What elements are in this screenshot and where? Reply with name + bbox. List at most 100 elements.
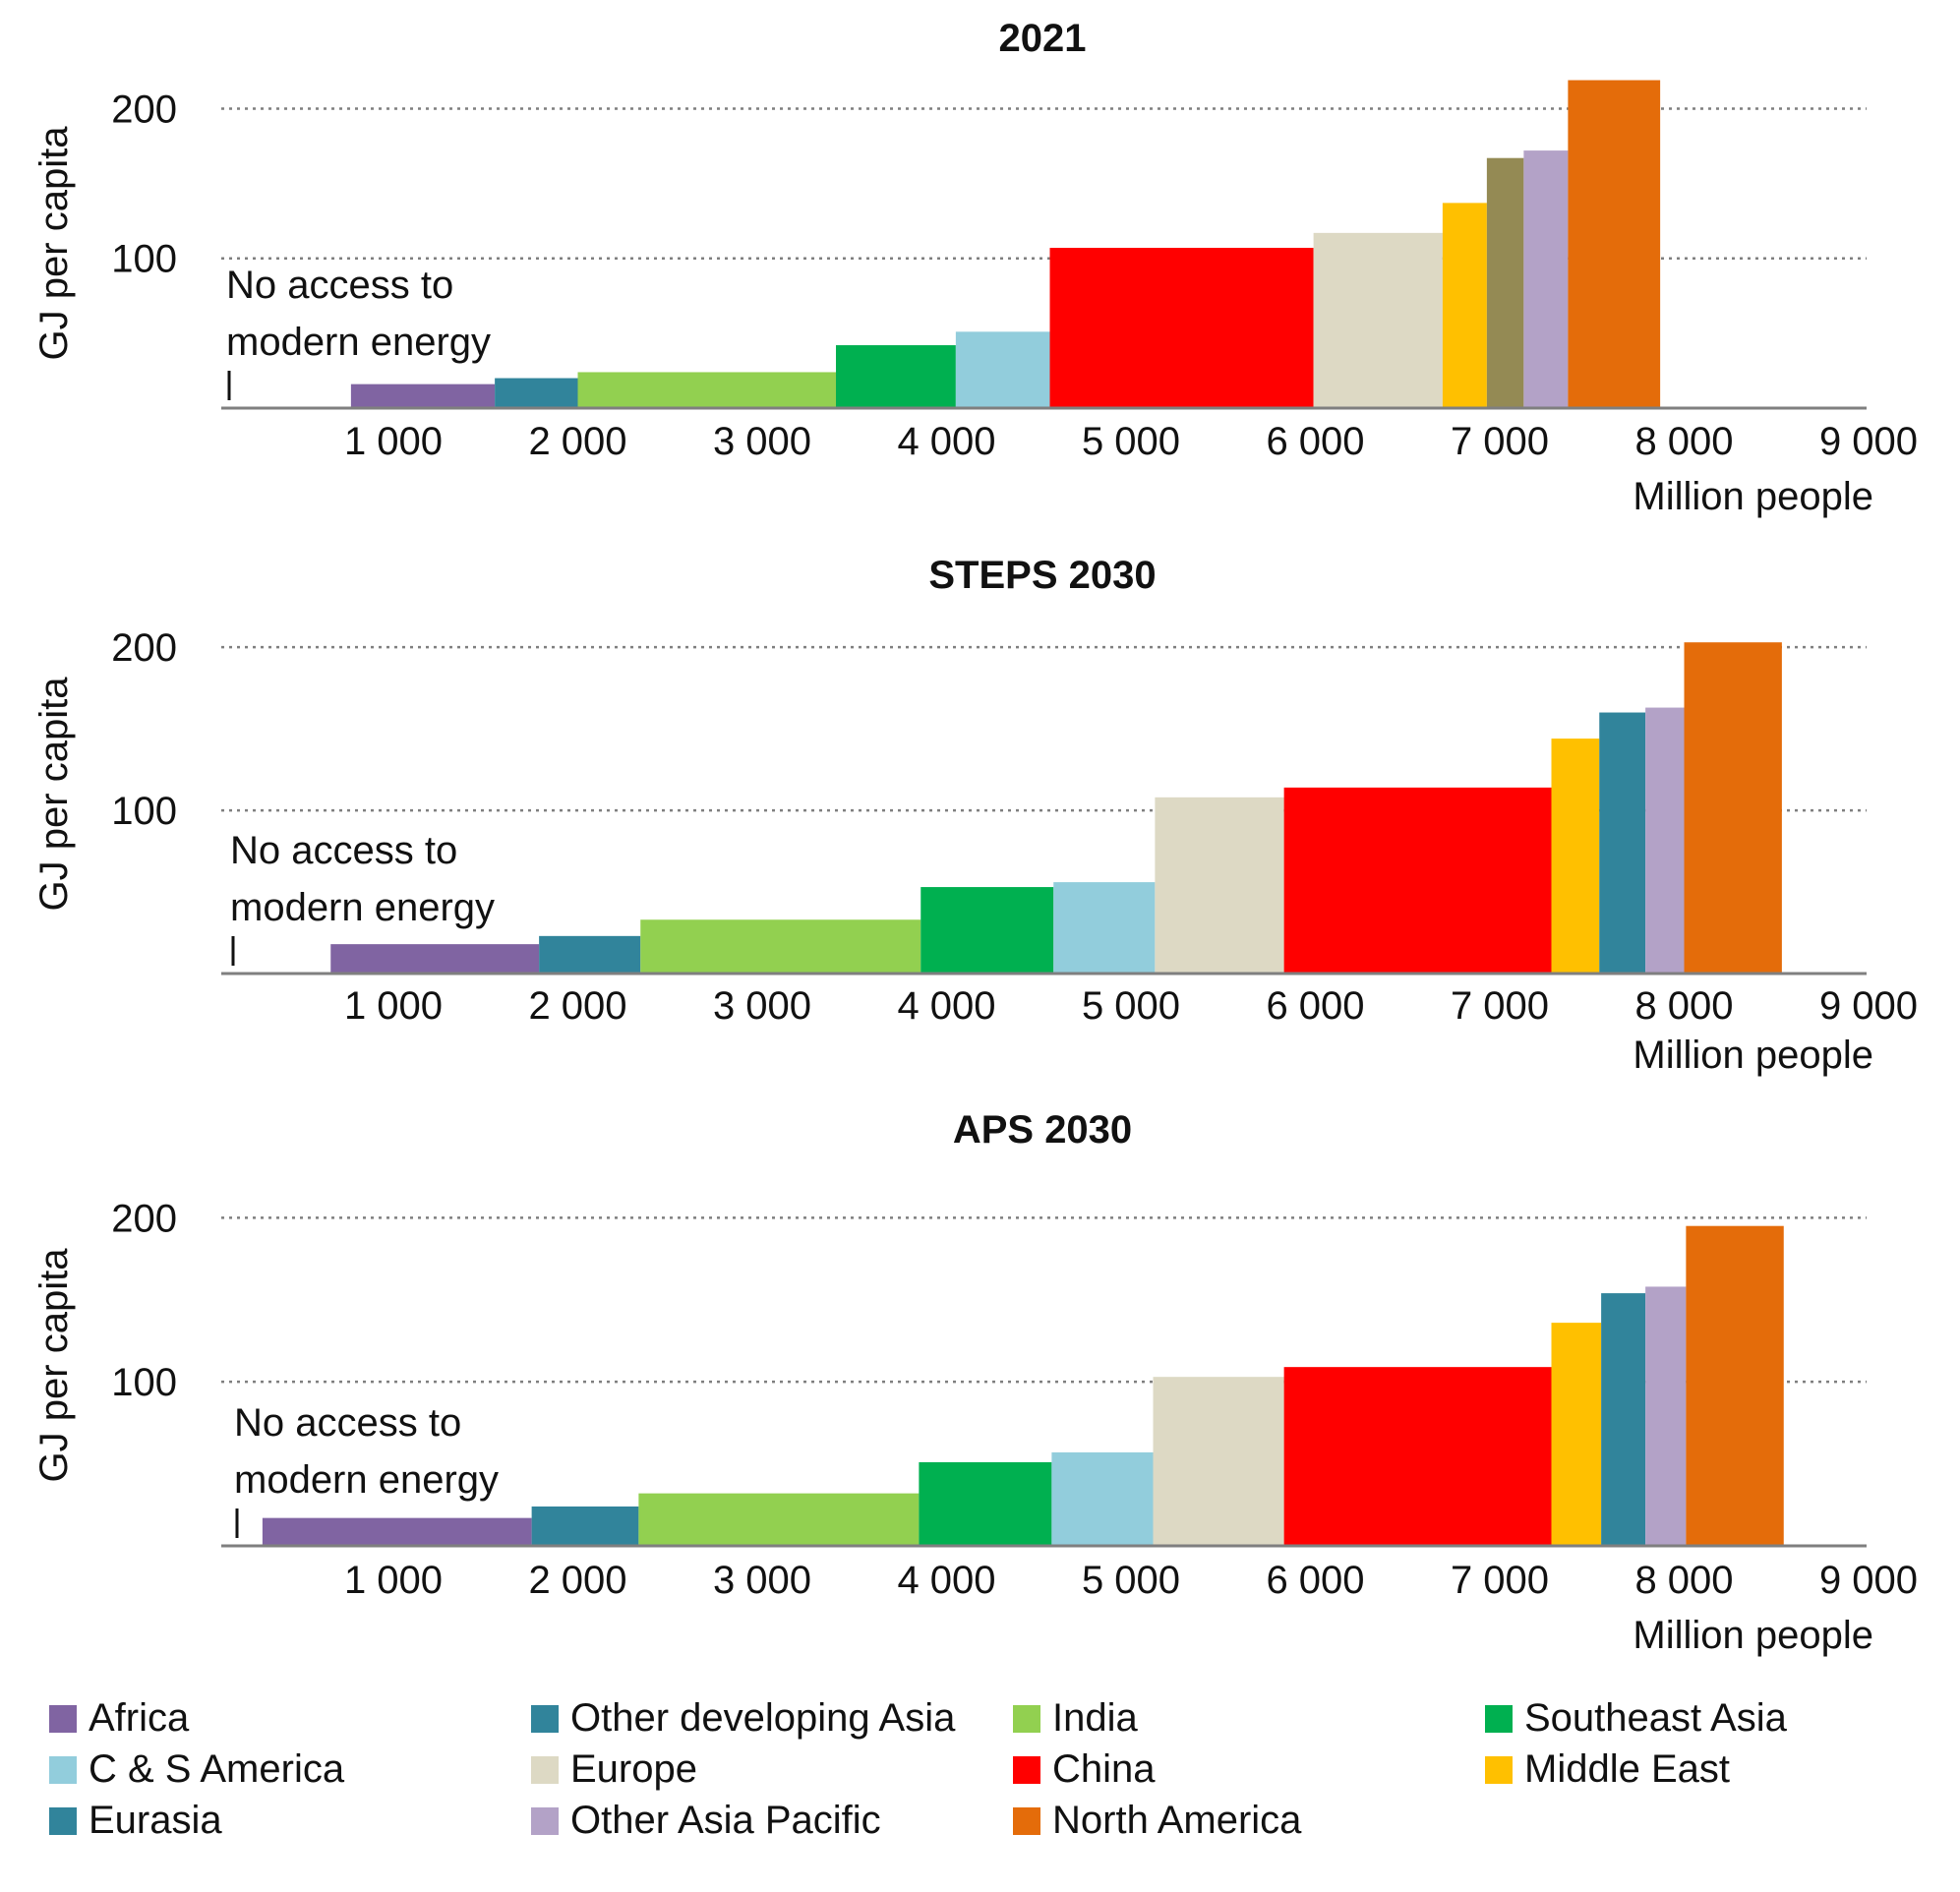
bar-india: [638, 1493, 920, 1546]
chart-panel-1: 100 200 1 000 2 000 3 000 4 000 5 000 6 000 7 00…: [32, 554, 1918, 1077]
legend-label: Other developing Asia: [570, 1696, 956, 1740]
x-tick-label: 3 000: [713, 984, 811, 1028]
bar-china: [1283, 1367, 1552, 1546]
x-tick-label: 2 000: [528, 984, 626, 1028]
legend-item: Eurasia: [49, 1799, 222, 1843]
bar-c-s-america: [1051, 1451, 1154, 1546]
legend-swatch: [531, 1704, 559, 1733]
legend-item: China: [1013, 1747, 1156, 1792]
bar-north-america: [1686, 1225, 1784, 1546]
bar-other-developing-asia: [1599, 712, 1646, 974]
bar-north-america: [1684, 642, 1782, 974]
legend-label: China: [1052, 1747, 1156, 1791]
chart-panel-2: 100 200 1 000 2 000 3 000 4 000 5 000 6 000 7 00…: [32, 1108, 1918, 1657]
bar-southeast-asia: [836, 345, 956, 408]
annotation-line-2: modern energy: [230, 886, 495, 929]
x-axis-label: Million people: [1633, 1034, 1873, 1077]
annotation-line-1: No access to: [230, 829, 457, 872]
x-tick-label: 2 000: [528, 420, 626, 463]
legend-swatch: [531, 1806, 559, 1835]
y-axis-label: GJ per capita: [32, 677, 76, 912]
legend-item: C & S America: [49, 1747, 344, 1792]
legend-item: Southeast Asia: [1485, 1696, 1787, 1741]
legend-item: North America: [1013, 1799, 1301, 1843]
legend-label: India: [1052, 1696, 1138, 1740]
x-tick-label: 3 000: [713, 1559, 811, 1602]
bar-other-developing-asia: [1486, 157, 1524, 408]
bar-other-asia-pacific: [1523, 150, 1569, 408]
x-tick-label: 7 000: [1451, 420, 1549, 463]
x-tick-label: 8 000: [1634, 420, 1733, 463]
legend-swatch: [49, 1806, 77, 1835]
x-tick-label: 9 000: [1819, 420, 1918, 463]
x-tick-label: 1 000: [344, 1559, 443, 1602]
legend-item: India: [1013, 1696, 1138, 1741]
chart-title: APS 2030: [953, 1108, 1132, 1152]
bar-europe: [1313, 232, 1443, 408]
annotation-line-2: modern energy: [226, 321, 491, 364]
chart-title: 2021: [999, 17, 1087, 60]
legend-swatch: [49, 1704, 77, 1733]
legend-item: Europe: [531, 1747, 697, 1792]
bar-other-asia-pacific: [1645, 1286, 1687, 1546]
legend-label: Other Asia Pacific: [570, 1799, 881, 1842]
bar-middle-east: [1442, 203, 1487, 408]
legend-item: Africa: [49, 1696, 189, 1741]
x-tick-label: 5 000: [1082, 420, 1180, 463]
legend-swatch: [1485, 1755, 1513, 1784]
y-axis-label: GJ per capita: [32, 1248, 76, 1483]
legend-swatch: [1013, 1755, 1040, 1784]
x-axis-label: Million people: [1633, 475, 1873, 518]
y-tick-label: 200: [111, 1197, 177, 1240]
legend-swatch: [49, 1755, 77, 1784]
bar-europe: [1153, 1377, 1284, 1546]
y-tick-label: 100: [111, 790, 177, 833]
x-tick-label: 9 000: [1819, 1559, 1918, 1602]
bar-india: [640, 919, 921, 974]
chart-panel-0: 100 200 1 000 2 000 3 000 4 000 5 000 6 000 7 00…: [32, 17, 1918, 518]
x-tick-label: 9 000: [1819, 984, 1918, 1028]
legend-label: Europe: [570, 1747, 697, 1791]
x-tick-label: 1 000: [344, 420, 443, 463]
bar-c-s-america: [955, 331, 1050, 408]
bar-eurasia: [531, 1506, 639, 1546]
x-axis-label: Million people: [1633, 1614, 1873, 1657]
bar-other-asia-pacific: [1645, 707, 1685, 974]
bar-southeast-asia: [921, 887, 1054, 974]
y-tick-label: 200: [111, 88, 177, 131]
bar-eurasia: [539, 935, 641, 974]
x-tick-label: 4 000: [897, 984, 995, 1028]
x-tick-label: 2 000: [528, 1559, 626, 1602]
x-tick-label: 7 000: [1451, 984, 1549, 1028]
bar-africa: [262, 1517, 532, 1546]
x-tick-label: 6 000: [1266, 984, 1364, 1028]
x-tick-label: 8 000: [1634, 984, 1733, 1028]
bar-c-s-america: [1053, 882, 1156, 974]
y-axis-label: GJ per capita: [32, 126, 76, 361]
legend-swatch: [531, 1755, 559, 1784]
bar-africa: [350, 384, 496, 408]
x-tick-label: 3 000: [713, 420, 811, 463]
charts-area: 100 200 1 000 2 000 3 000 4 000 5 000 6 000 7 00…: [32, 17, 1918, 1657]
y-tick-label: 200: [111, 626, 177, 670]
legend-item: Other developing Asia: [531, 1696, 955, 1741]
x-tick-label: 5 000: [1082, 984, 1180, 1028]
legend-label: C & S America: [89, 1747, 345, 1791]
x-tick-label: 7 000: [1451, 1559, 1549, 1602]
legend-swatch: [1013, 1806, 1040, 1835]
annotation-line-1: No access to: [234, 1401, 461, 1445]
legend-label: Middle East: [1524, 1747, 1730, 1791]
legend-label: Eurasia: [89, 1799, 222, 1842]
x-tick-label: 4 000: [897, 1559, 995, 1602]
bar-china: [1049, 248, 1314, 408]
x-tick-label: 5 000: [1082, 1559, 1180, 1602]
bar-europe: [1155, 797, 1284, 974]
bar-middle-east: [1551, 1323, 1602, 1546]
y-tick-label: 100: [111, 1361, 177, 1404]
bar-other-developing-asia: [1601, 1293, 1646, 1546]
bar-china: [1283, 787, 1552, 974]
x-tick-label: 4 000: [897, 420, 995, 463]
legend-item: Middle East: [1485, 1747, 1730, 1792]
legend-label: Africa: [89, 1696, 190, 1740]
x-tick-label: 6 000: [1266, 1559, 1364, 1602]
